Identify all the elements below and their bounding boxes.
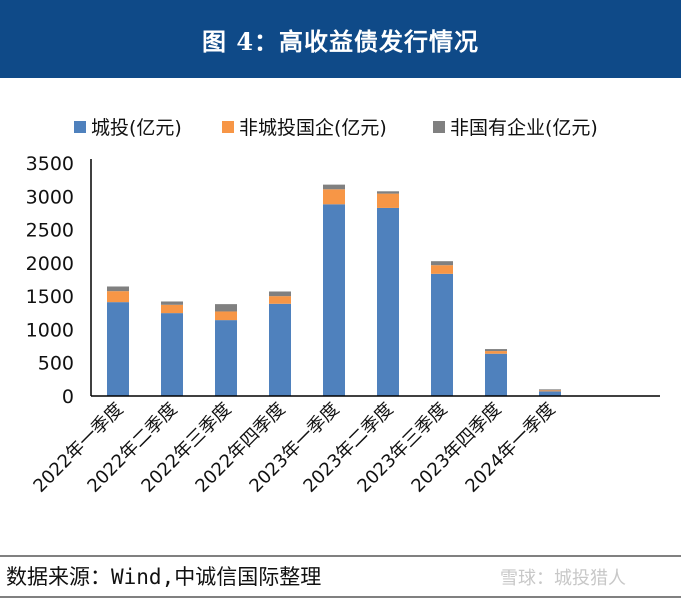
watermark: 雪球：城投猎人 [500,568,626,589]
bar-segment-non-soe [485,349,507,352]
y-tick-label: 3500 [26,153,74,175]
legend-label: 城投(亿元) [91,117,182,139]
bar-segment-non-chengtou-soe [215,311,237,321]
y-tick-label: 1500 [26,286,74,308]
bar-segment-chengtou [485,353,507,396]
bar-segment-non-soe [323,184,345,190]
legend-swatch [222,121,234,133]
bar-segment-chengtou [107,302,129,396]
bar-segment-non-chengtou-soe [539,390,561,392]
bar-segment-non-chengtou-soe [107,291,129,303]
legend-swatch [74,121,86,133]
bar-segment-non-chengtou-soe [485,351,507,354]
bar-segment-chengtou [377,207,399,396]
bar-segment-non-soe [107,286,129,292]
figure-title: 图 4：高收益债发行情况 [201,26,480,56]
y-tick-label: 2500 [26,220,74,242]
y-tick-label: 2000 [26,253,74,275]
bar-segment-non-soe [431,261,453,266]
bar-segment-chengtou [269,303,291,396]
bar-segment-chengtou [539,391,561,396]
bar-segment-non-soe [215,304,237,312]
bar-segment-non-chengtou-soe [161,304,183,314]
footer-divider [0,596,681,598]
bar-segment-chengtou [161,313,183,396]
y-tick-label: 0 [62,386,74,408]
bar-segment-chengtou [323,204,345,396]
chart-title-banner: 图 4：高收益债发行情况 [0,0,681,78]
y-tick-label: 500 [38,353,74,375]
bar-segment-non-chengtou-soe [269,296,291,304]
bar-segment-non-chengtou-soe [377,193,399,208]
legend-swatch [433,121,445,133]
bar-segment-non-chengtou-soe [323,189,345,205]
y-tick-label: 1000 [26,319,74,341]
bar-segment-non-soe [377,191,399,194]
legend-label: 非国有企业(亿元) [450,117,598,139]
bar-segment-non-soe [269,291,291,297]
bar-segment-chengtou [431,273,453,396]
bar-segment-non-soe [539,389,561,391]
bar-segment-chengtou [215,320,237,396]
legend-label: 非城投国企(亿元) [239,117,387,139]
y-tick-label: 3000 [26,186,74,208]
stacked-bar-chart: 城投(亿元) 非城投国企(亿元) 非国有企业(亿元) 0 500 1000 1500 2000… [26,117,660,497]
bar-segment-non-chengtou-soe [431,265,453,274]
source-note: 数据来源：Wind,中诚信国际整理 [6,565,322,589]
footer-divider [0,555,681,557]
bar-segment-non-soe [161,301,183,305]
